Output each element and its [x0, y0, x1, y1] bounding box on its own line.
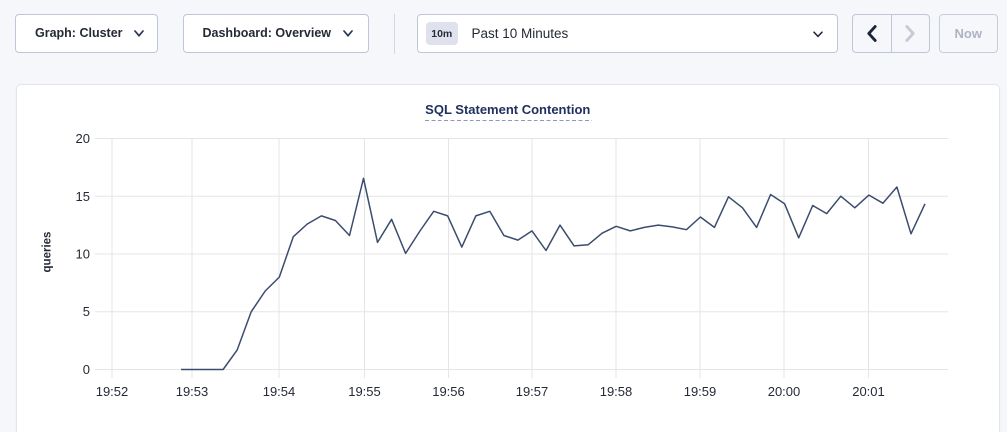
svg-text:19:57: 19:57 — [516, 384, 549, 399]
svg-text:5: 5 — [83, 304, 90, 319]
svg-text:0: 0 — [83, 362, 90, 377]
svg-text:20:01: 20:01 — [852, 384, 885, 399]
svg-text:19:56: 19:56 — [432, 384, 465, 399]
svg-text:19:52: 19:52 — [96, 384, 129, 399]
svg-text:20:00: 20:00 — [768, 384, 801, 399]
svg-text:19:55: 19:55 — [348, 384, 381, 399]
svg-text:19:59: 19:59 — [684, 384, 717, 399]
svg-text:20: 20 — [76, 131, 90, 146]
svg-text:19:53: 19:53 — [176, 384, 209, 399]
svg-text:15: 15 — [76, 189, 90, 204]
svg-text:19:58: 19:58 — [600, 384, 633, 399]
svg-text:queries: queries — [42, 232, 54, 273]
svg-text:10: 10 — [76, 247, 90, 262]
svg-text:19:54: 19:54 — [263, 384, 296, 399]
